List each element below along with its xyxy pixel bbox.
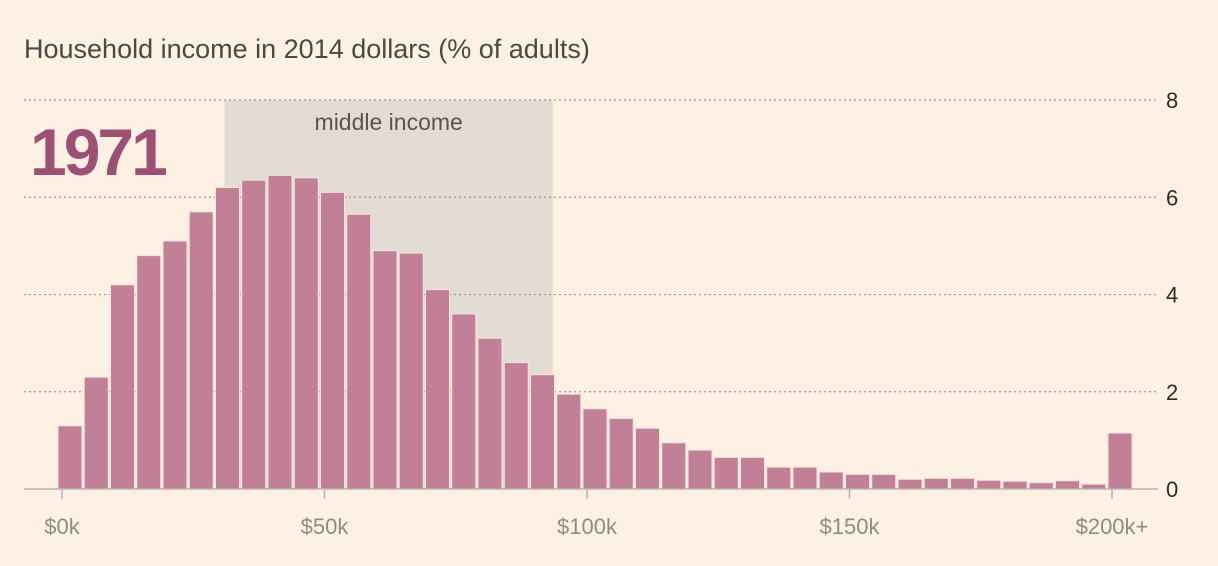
bar-40: [1108, 433, 1132, 489]
bar-5: [189, 212, 213, 489]
bar-6: [216, 188, 240, 489]
bar-16: [478, 338, 502, 489]
bar-37: [1029, 483, 1053, 489]
y-tick-label-0: 0: [1166, 477, 1178, 502]
bar-30: [846, 474, 870, 489]
bar-9: [294, 178, 318, 489]
bar-24: [688, 450, 712, 489]
year-label: 1971: [30, 115, 166, 189]
bar-2: [111, 285, 135, 489]
bar-11: [347, 214, 371, 489]
bar-17: [504, 363, 528, 489]
y-tick-label-6: 6: [1166, 185, 1178, 210]
bar-19: [557, 394, 581, 489]
bar-21: [609, 418, 633, 489]
bar-22: [636, 428, 660, 489]
bar-33: [924, 478, 948, 489]
bar-14: [426, 290, 450, 489]
y-tick-label-4: 4: [1166, 283, 1178, 308]
bar-36: [1003, 481, 1027, 489]
bar-13: [399, 253, 423, 489]
x-tick-label-150: $150k: [820, 514, 881, 539]
x-tick-label-200: $200k+: [1076, 514, 1149, 539]
bar-0: [58, 426, 82, 489]
x-tick-label-0: $0k: [44, 514, 80, 539]
bar-20: [583, 409, 607, 489]
bar-27: [767, 467, 791, 489]
bar-15: [452, 314, 476, 489]
bar-35: [977, 480, 1001, 489]
x-tick-label-50: $50k: [301, 514, 350, 539]
bar-18: [531, 375, 555, 489]
middle-income-label: middle income: [315, 109, 463, 135]
bar-29: [819, 472, 843, 489]
bar-32: [898, 479, 922, 489]
bar-4: [163, 241, 187, 489]
x-tick-label-100: $100k: [557, 514, 618, 539]
y-tick-label-8: 8: [1166, 88, 1178, 113]
bar-26: [741, 457, 765, 489]
bar-31: [872, 474, 896, 489]
bar-8: [268, 175, 292, 489]
bar-10: [321, 192, 345, 489]
bar-12: [373, 251, 397, 489]
bar-28: [793, 467, 817, 489]
bar-25: [714, 457, 738, 489]
bar-3: [137, 256, 161, 489]
bar-38: [1056, 481, 1080, 489]
bar-1: [84, 377, 108, 489]
bar-34: [951, 478, 975, 489]
bar-7: [242, 180, 266, 489]
bar-23: [662, 443, 686, 489]
chart-title: Household income in 2014 dollars (% of a…: [24, 34, 590, 64]
y-tick-label-2: 2: [1166, 380, 1178, 405]
